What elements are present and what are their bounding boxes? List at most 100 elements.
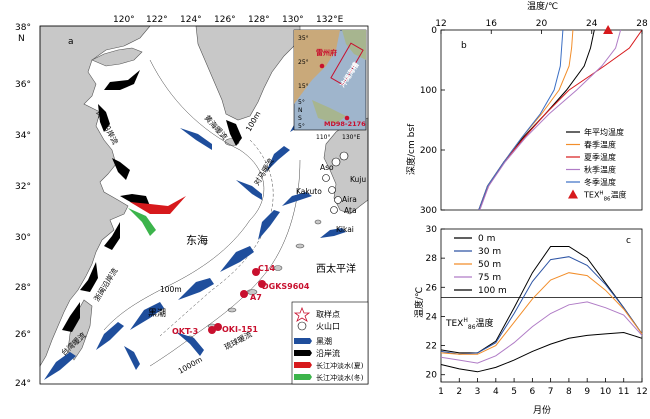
- y-tick-label: 30: [426, 225, 438, 235]
- y-tick-label: 300: [420, 206, 437, 216]
- legend-label: 冬季温度: [584, 177, 616, 187]
- inset-lat-tick: 25°: [298, 59, 309, 66]
- inset-label: 雷州府: [316, 48, 337, 57]
- legend-label: 长江冲淡水(夏): [316, 361, 364, 370]
- lat-tick: 36°: [15, 80, 31, 90]
- site-label: DGKS9604: [262, 282, 310, 291]
- x-tick-label: 16: [486, 19, 498, 29]
- lat-tick: 24°: [15, 379, 31, 389]
- lat-tick: N: [18, 34, 25, 44]
- x-tick-label: 11: [618, 387, 629, 397]
- x-tick-label: 8: [566, 387, 572, 397]
- x-tick-label: 20: [536, 19, 548, 29]
- site-label: A7: [250, 293, 262, 302]
- legend-label: TEXH86温度: [583, 190, 627, 203]
- inset-map: [293, 29, 367, 131]
- inset-lat-tick: N: [298, 107, 303, 114]
- x-tick-label: 6: [529, 387, 535, 397]
- tex-marker: [603, 25, 614, 34]
- legend-label: 100 m: [478, 286, 507, 296]
- chart-c-panel-label: c: [626, 236, 631, 246]
- x-tick-label: 5: [511, 387, 517, 397]
- changjiang-winter-arrow: [128, 208, 156, 236]
- map-panel-label: a: [68, 37, 74, 47]
- lat-tick: 34°: [15, 131, 31, 141]
- y-tick-label: 24: [426, 312, 438, 322]
- x-tick-label: 28: [636, 19, 648, 29]
- legend-label: 年平均温度: [584, 127, 624, 137]
- volcano-label: Aira: [342, 195, 357, 204]
- series-line: [440, 272, 643, 355]
- chart-c-frame: [440, 228, 643, 383]
- changjiang-summer-arrow: [130, 196, 186, 214]
- legend-star-icon: [293, 306, 311, 322]
- legend-label: 30 m: [478, 247, 501, 257]
- isobath-label: 100m: [160, 285, 182, 294]
- legend-label: 50 m: [478, 260, 501, 270]
- legend-winter-icon: [294, 374, 312, 380]
- y-tick-label: 200: [420, 146, 437, 156]
- map-frame: [39, 25, 369, 385]
- site-label: OKI-151: [222, 325, 258, 334]
- legend-coastal-icon: [294, 350, 312, 356]
- chart-b-ylabel: 深度/cm bsf: [405, 123, 417, 175]
- inset-lon-tick: 110°: [316, 134, 330, 141]
- sea-label-west-pacific: 西太平洋: [316, 262, 356, 275]
- series-line: [478, 29, 564, 211]
- lon-tick: 132°E: [316, 15, 344, 25]
- series-line: [478, 29, 574, 211]
- x-tick-label: 1: [438, 387, 444, 397]
- y-tick-label: 22: [426, 342, 437, 352]
- series-line: [440, 256, 643, 355]
- current-label: 黑潮: [148, 307, 166, 319]
- x-tick-label: 7: [548, 387, 554, 397]
- series-line: [478, 29, 643, 211]
- volcano-markers: [322, 151, 349, 214]
- y-tick-label: 100: [420, 86, 437, 96]
- legend-label: 沿岸流: [316, 348, 340, 358]
- korean-peninsula: [195, 25, 301, 121]
- site-label: C14: [258, 264, 275, 273]
- coastal-currents: [62, 70, 242, 332]
- taiwan-island: [67, 299, 93, 361]
- legend-label: 火山口: [316, 321, 340, 331]
- x-tick-label: 4: [493, 387, 499, 397]
- sample-sites: [208, 268, 266, 334]
- series-line: [440, 331, 643, 373]
- sea-label-east-china-sea: 东海: [186, 233, 208, 247]
- legend-circle-icon: [297, 321, 307, 331]
- legend-label: 黑潮: [316, 336, 332, 346]
- legend-label: 0 m: [478, 234, 495, 244]
- shandong-peninsula: [91, 47, 143, 67]
- lat-tick: 28°: [15, 283, 31, 293]
- legend-label: 取样点: [316, 309, 340, 319]
- volcano-label: Kuju: [350, 175, 366, 184]
- y-tick-label: 0: [431, 26, 437, 36]
- chart-c-ylabel: 温度/℃: [413, 287, 425, 318]
- legend-kuroshio-icon: [294, 338, 312, 344]
- legend-label: 长江冲淡水(冬): [316, 373, 364, 382]
- x-tick-label: 12: [435, 19, 446, 29]
- series-line: [440, 246, 643, 354]
- volcano-label: Kikai: [336, 225, 354, 234]
- inset-label: MD98-2176: [324, 120, 366, 128]
- x-tick-label: 10: [600, 387, 612, 397]
- legend-marker: [568, 189, 578, 199]
- isobath-100m: [103, 59, 265, 331]
- y-tick-label: 20: [426, 371, 438, 381]
- legend-label: 夏季温度: [584, 152, 616, 162]
- inset-lat-tick: S: [298, 115, 302, 122]
- lon-tick: 126°: [214, 15, 236, 25]
- y-tick-label: 26: [426, 283, 438, 293]
- inset-lat-tick: 35°: [298, 35, 309, 42]
- x-tick-label: 9: [584, 387, 590, 397]
- map-legend: 取样点 火山口 黑潮 沿岸流 长江冲淡水(夏) 长江冲淡水(冬): [291, 301, 369, 385]
- chart-b-panel-label: b: [461, 41, 467, 51]
- chart-c-xlabel: 月份: [533, 404, 551, 415]
- legend-summer-icon: [294, 362, 312, 368]
- lat-tick: 30°: [15, 233, 31, 243]
- lat-tick: 38°: [15, 23, 31, 33]
- chart-c-reference-label: TEXH86温度: [445, 317, 494, 331]
